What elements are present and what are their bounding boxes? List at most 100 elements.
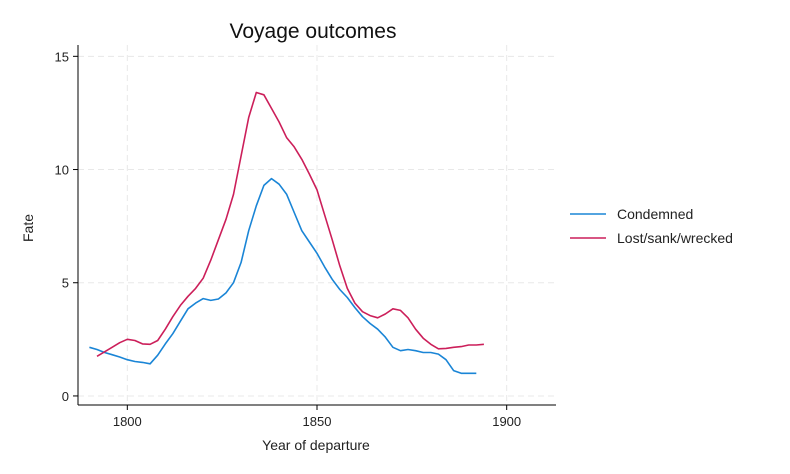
data-point xyxy=(316,189,317,190)
x-axis-title: Year of departure xyxy=(262,437,370,453)
data-point xyxy=(134,361,135,362)
data-point xyxy=(309,174,310,175)
data-point xyxy=(150,344,151,345)
x-tick-label: 1850 xyxy=(303,414,332,429)
data-point xyxy=(453,370,454,371)
data-point xyxy=(354,307,355,308)
data-point xyxy=(150,363,151,364)
data-point xyxy=(476,344,477,345)
data-point xyxy=(248,230,249,231)
data-point xyxy=(142,343,143,344)
data-point xyxy=(89,347,90,348)
data-point xyxy=(316,253,317,254)
data-point xyxy=(119,342,120,343)
data-point xyxy=(430,352,431,353)
data-point xyxy=(370,315,371,316)
data-point xyxy=(233,282,234,283)
y-tick-label: 0 xyxy=(62,389,69,404)
data-point xyxy=(301,230,302,231)
y-tick-label: 15 xyxy=(55,49,69,64)
data-point xyxy=(195,288,196,289)
data-point xyxy=(263,185,264,186)
data-point xyxy=(400,350,401,351)
chart-title: Voyage outcomes xyxy=(230,20,397,43)
y-tick-label: 10 xyxy=(55,163,69,178)
grid-lines xyxy=(78,45,556,405)
data-point xyxy=(415,350,416,351)
data-point xyxy=(347,288,348,289)
data-point xyxy=(279,184,280,185)
data-point xyxy=(438,348,439,349)
data-point xyxy=(423,352,424,353)
axes: 0 5 10 15 1800 1850 1900 xyxy=(55,45,556,429)
data-point xyxy=(127,339,128,340)
data-point xyxy=(256,205,257,206)
legend-label-1: Condemned xyxy=(617,206,693,222)
data-point xyxy=(362,311,363,312)
data-point xyxy=(476,373,477,374)
data-point xyxy=(294,212,295,213)
data-point xyxy=(180,321,181,322)
legend: Condemned Lost/sank/wrecked xyxy=(570,206,733,246)
y-tick-label: 5 xyxy=(62,276,69,291)
data-point xyxy=(377,317,378,318)
series-lines xyxy=(89,91,484,375)
data-point xyxy=(362,316,363,317)
data-point xyxy=(119,356,120,357)
data-point xyxy=(157,340,158,341)
data-point xyxy=(354,303,355,304)
data-point xyxy=(142,362,143,363)
data-point xyxy=(157,355,158,356)
data-point xyxy=(210,260,211,261)
data-point xyxy=(134,340,135,341)
data-point xyxy=(294,146,295,147)
data-point xyxy=(263,94,264,95)
data-point xyxy=(172,333,173,334)
data-point xyxy=(385,313,386,314)
data-point xyxy=(112,354,113,355)
data-point xyxy=(445,359,446,360)
data-point xyxy=(301,159,302,160)
data-point xyxy=(332,279,333,280)
data-point xyxy=(210,300,211,301)
data-point xyxy=(233,194,234,195)
data-point xyxy=(423,338,424,339)
data-point xyxy=(392,308,393,309)
data-point xyxy=(203,298,204,299)
data-point xyxy=(112,347,113,348)
data-point xyxy=(256,92,257,93)
data-point xyxy=(180,305,181,306)
data-point xyxy=(187,308,188,309)
data-point xyxy=(187,296,188,297)
data-point xyxy=(430,344,431,345)
data-point xyxy=(172,316,173,317)
x-tick-label: 1800 xyxy=(113,414,142,429)
data-point xyxy=(218,298,219,299)
data-point xyxy=(332,239,333,240)
data-point xyxy=(461,373,462,374)
data-point xyxy=(96,356,97,357)
data-point xyxy=(241,155,242,156)
data-point xyxy=(279,121,280,122)
data-point xyxy=(286,137,287,138)
data-point xyxy=(468,344,469,345)
data-point xyxy=(400,310,401,311)
data-point xyxy=(415,329,416,330)
data-point xyxy=(165,329,166,330)
data-point xyxy=(127,359,128,360)
data-point xyxy=(324,266,325,267)
data-point xyxy=(370,323,371,324)
data-point xyxy=(339,289,340,290)
data-point xyxy=(225,292,226,293)
data-point xyxy=(271,178,272,179)
data-point xyxy=(453,347,454,348)
data-point xyxy=(286,194,287,195)
data-point xyxy=(445,348,446,349)
data-point xyxy=(104,351,105,352)
data-point xyxy=(339,265,340,266)
data-point xyxy=(438,354,439,355)
data-point xyxy=(407,317,408,318)
data-point xyxy=(195,303,196,304)
data-point xyxy=(347,297,348,298)
